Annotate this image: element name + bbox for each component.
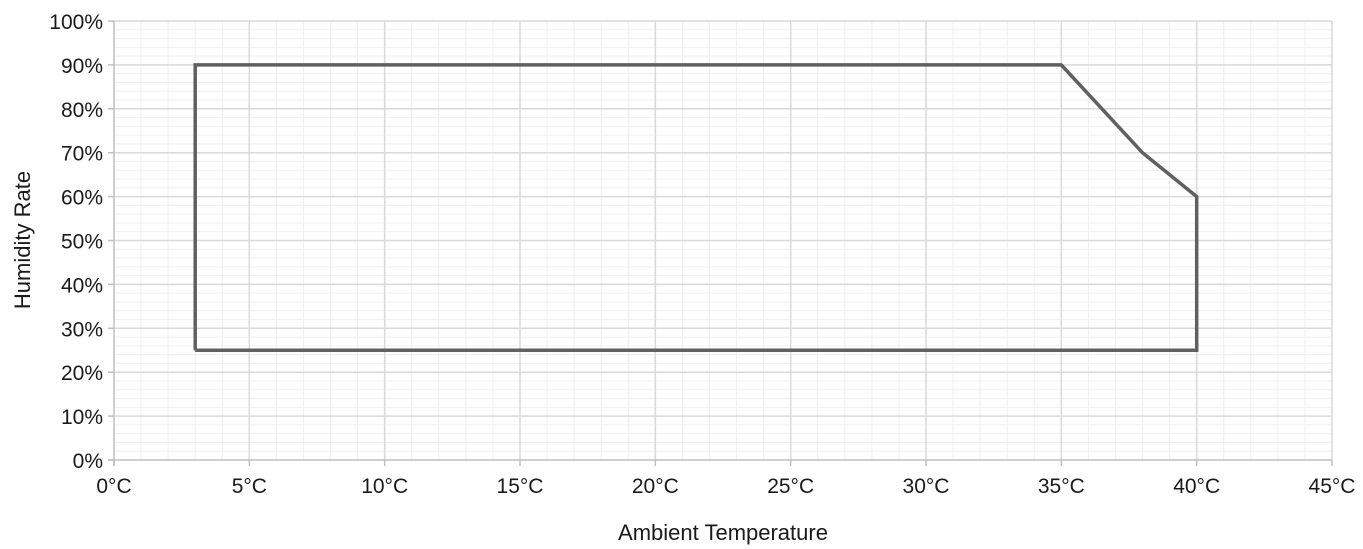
x-tick-label: 10°C bbox=[361, 475, 408, 498]
y-tick-label: 60% bbox=[61, 187, 103, 210]
x-tick-label: 0°C bbox=[96, 475, 131, 498]
y-tick-label: 20% bbox=[61, 362, 103, 385]
y-tick-label: 30% bbox=[61, 318, 103, 341]
x-axis-title: Ambient Temperature bbox=[618, 520, 828, 545]
operating-envelope-line bbox=[193, 63, 1199, 353]
x-tick-label: 45°C bbox=[1309, 475, 1356, 498]
x-tick-label: 25°C bbox=[767, 475, 814, 498]
series-layer bbox=[193, 63, 1199, 353]
axes bbox=[108, 20, 1333, 466]
tick-labels: 0°C 5°C 10°C 15°C 20°C 25°C 30°C 35°C 40°C 45°C 0%… bbox=[49, 11, 1355, 498]
y-axis-title: Humidity Rate bbox=[10, 171, 35, 309]
x-tick-label: 40°C bbox=[1173, 475, 1220, 498]
y-tick-label: 80% bbox=[61, 99, 103, 122]
y-tick-label: 100% bbox=[49, 11, 103, 34]
x-tick-label: 20°C bbox=[632, 475, 679, 498]
y-tick-label: 90% bbox=[61, 55, 103, 78]
x-tick-label: 15°C bbox=[497, 475, 544, 498]
x-tick-label: 5°C bbox=[232, 475, 267, 498]
major-gridlines bbox=[114, 20, 1333, 460]
x-tick-label: 30°C bbox=[903, 475, 950, 498]
y-tick-label: 10% bbox=[61, 406, 103, 429]
y-tick-label: 0% bbox=[73, 450, 103, 473]
y-tick-label: 70% bbox=[61, 143, 103, 166]
x-tick-label: 35°C bbox=[1038, 475, 1085, 498]
y-tick-label: 50% bbox=[61, 231, 103, 254]
y-tick-label: 40% bbox=[61, 274, 103, 297]
